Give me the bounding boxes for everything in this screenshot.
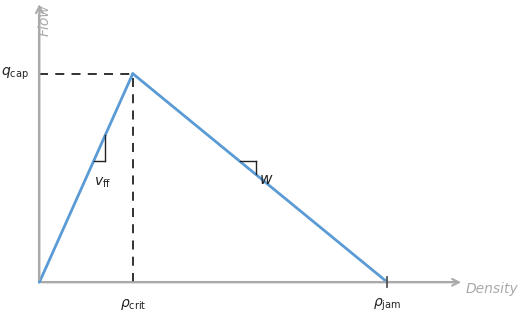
Text: $w$: $w$: [259, 172, 274, 187]
Text: $\rho_{\rm crit}$: $\rho_{\rm crit}$: [120, 297, 146, 312]
Text: $\rho_{\rm jam}$: $\rho_{\rm jam}$: [373, 297, 401, 313]
Text: Flow: Flow: [37, 4, 51, 36]
Text: $q_{\rm cap}$: $q_{\rm cap}$: [1, 65, 29, 82]
Text: Density: Density: [466, 282, 519, 296]
Text: $v_{\rm ff}$: $v_{\rm ff}$: [95, 176, 112, 190]
